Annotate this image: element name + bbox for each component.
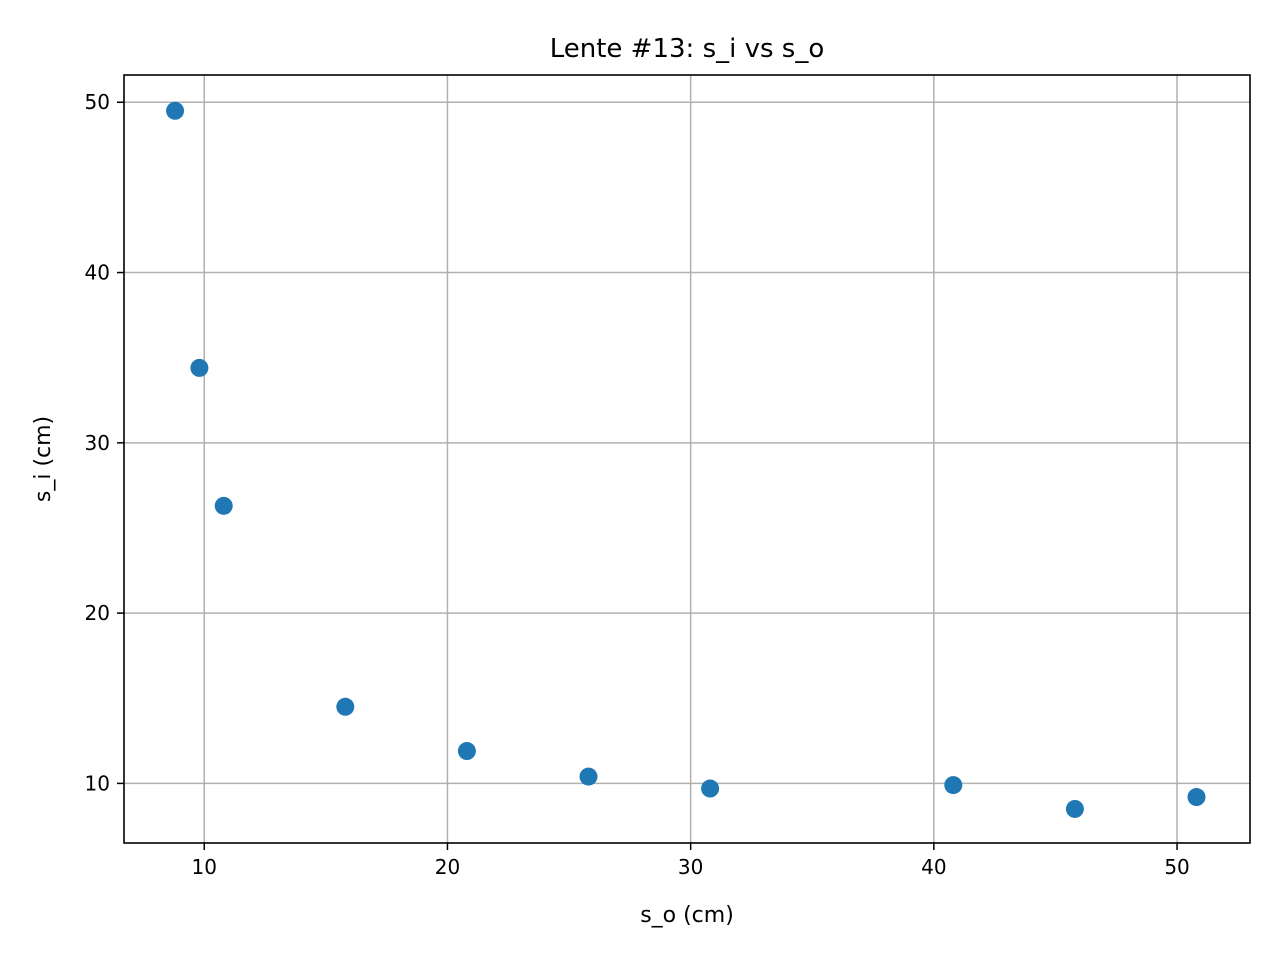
data-point xyxy=(944,776,963,795)
plot-frame xyxy=(123,74,1251,844)
y-tick-label: 20 xyxy=(85,601,110,625)
x-tick-label: 40 xyxy=(921,855,946,879)
x-tick-label: 20 xyxy=(435,855,460,879)
data-point xyxy=(579,767,598,786)
y-axis-label: s_i (cm) xyxy=(31,416,56,502)
x-axis-label: s_o (cm) xyxy=(640,903,734,928)
data-point xyxy=(336,697,355,716)
grid xyxy=(124,75,1250,843)
x-tick-label: 10 xyxy=(192,855,217,879)
x-tick-label: 30 xyxy=(678,855,703,879)
y-tick-label: 40 xyxy=(85,261,110,285)
axis-ticks: 10 20 30 40 50 10 20 30 40 50 xyxy=(85,90,1190,879)
data-point xyxy=(1065,799,1084,818)
data-point xyxy=(190,358,209,377)
chart-title: Lente #13: s_i vs s_o xyxy=(550,34,825,64)
y-tick-label: 10 xyxy=(85,771,110,795)
data-point xyxy=(457,742,476,761)
data-point xyxy=(1187,788,1206,807)
data-point xyxy=(701,779,720,798)
data-point xyxy=(214,496,233,515)
y-tick-label: 30 xyxy=(85,431,110,455)
x-tick-label: 50 xyxy=(1164,855,1189,879)
data-point xyxy=(166,101,185,120)
data-points xyxy=(166,101,1206,818)
y-tick-label: 50 xyxy=(85,90,110,114)
